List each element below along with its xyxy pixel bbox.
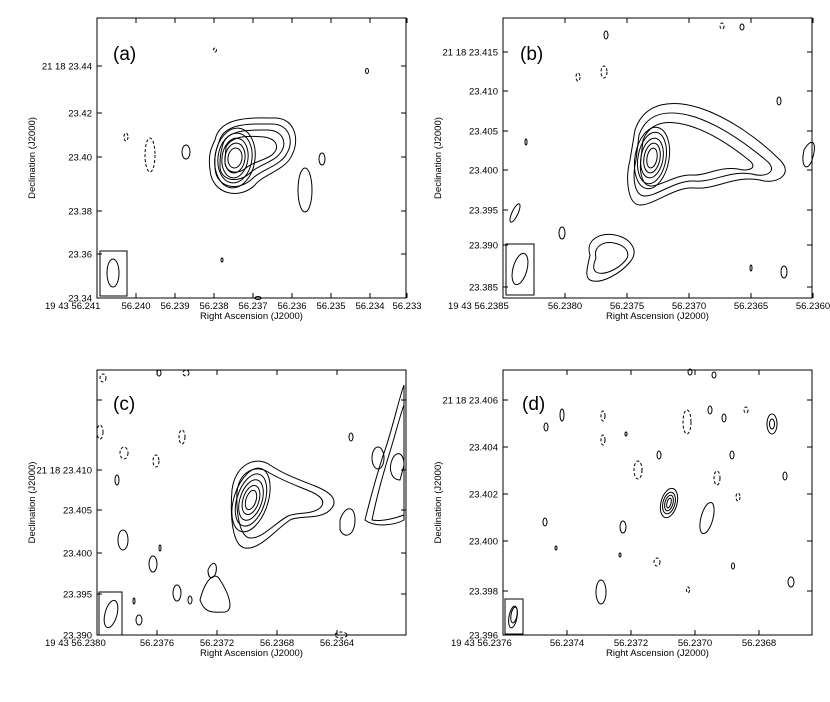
contour-map-d	[504, 368, 795, 635]
x-axis-title: Right Ascension (J2000)	[200, 311, 303, 322]
x-axis-title: Right Ascension (J2000)	[606, 648, 709, 659]
x-tick-label: 56.2376	[140, 638, 174, 649]
x-tick-label: 56.240	[121, 301, 150, 312]
contour-map-c	[96, 369, 405, 639]
contour-map-a	[99, 47, 369, 300]
y-tick-label: 23.400	[469, 166, 498, 177]
y-tick-label: 21 18 23.406	[443, 396, 498, 407]
beam-box	[99, 250, 128, 297]
x-tick-label: 56.2372	[614, 638, 648, 649]
panel-b: 19 43 56.2385 56.2380 56.2375 56.2370 56.236…	[433, 17, 830, 322]
y-tick-label: 23.395	[63, 590, 92, 601]
plot-frame	[96, 17, 407, 299]
x-tick-label: 56.239	[160, 301, 189, 312]
panel-letter: (d)	[522, 394, 545, 415]
panel-a: 19 43 56.241 56.240 56.239 56.238 56.237 56.2…	[27, 17, 422, 322]
panel-letter: (a)	[113, 44, 136, 65]
x-tick-label: 19 43 56.241	[45, 301, 100, 312]
beam-box	[504, 598, 524, 635]
y-tick-label: 23.398	[469, 587, 498, 598]
y-axis-title: Declination (J2000)	[433, 462, 444, 544]
x-tick-label: 56.2360	[796, 301, 830, 312]
x-tick-label: 19 43 56.2376	[451, 638, 512, 649]
y-axis-title: Declination (J2000)	[27, 462, 38, 544]
y-tick-label: 23.36	[68, 250, 92, 261]
x-tick-label: 19 43 56.2380	[45, 638, 106, 649]
y-tick-label: 21 18 23.415	[443, 48, 498, 59]
y-tick-label: 23.400	[469, 537, 498, 548]
panel-d: 19 43 56.2376 56.2374 56.2372 56.2370 56.236…	[433, 368, 813, 659]
x-tick-label: 56.2370	[672, 301, 706, 312]
y-tick-label: 23.38	[68, 207, 92, 218]
x-axis-title: Right Ascension (J2000)	[200, 648, 303, 659]
y-tick-label: 23.42	[68, 109, 92, 120]
contour-map-b	[505, 22, 815, 296]
beam-box	[98, 591, 123, 636]
y-tick-label: 21 18 23.410	[37, 466, 92, 477]
y-tick-label: 23.405	[63, 506, 92, 517]
x-tick-label: 56.2372	[200, 638, 234, 649]
x-tick-label: 56.237	[238, 301, 267, 312]
plot-frame	[502, 369, 813, 636]
x-tick-label: 56.2374	[550, 638, 584, 649]
beam-box	[505, 243, 535, 296]
y-tick-label: 23.385	[469, 283, 498, 294]
y-tick-label: 23.405	[469, 127, 498, 138]
y-axis-title: Declination (J2000)	[27, 117, 38, 199]
y-tick-label: 23.410	[469, 87, 498, 98]
y-tick-label: 23.396	[469, 631, 498, 642]
y-axis-title: Declination (J2000)	[433, 117, 444, 199]
x-tick-label: 56.2368	[742, 638, 776, 649]
x-tick-label: 56.2368	[260, 638, 294, 649]
y-tick-label: 23.34	[68, 294, 92, 305]
y-tick-label: 23.400	[63, 549, 92, 560]
x-tick-label: 56.2364	[320, 638, 354, 649]
panel-c: 19 43 56.2380 56.2376 56.2372 56.2368 56.236…	[27, 369, 407, 659]
x-tick-label: 56.236	[277, 301, 306, 312]
y-tick-label: 23.395	[469, 206, 498, 217]
panel-letter: (b)	[520, 44, 543, 65]
x-tick-label: 56.234	[355, 301, 384, 312]
x-tick-label: 19 43 56.2385	[448, 301, 509, 312]
y-tick-label: 23.390	[63, 631, 92, 642]
x-tick-label: 56.2375	[610, 301, 644, 312]
x-axis-title: Right Ascension (J2000)	[606, 311, 709, 322]
panel-letter: (c)	[113, 394, 135, 415]
x-tick-label: 56.238	[199, 301, 228, 312]
x-tick-label: 56.2365	[734, 301, 768, 312]
y-tick-label: 23.404	[469, 443, 498, 454]
y-tick-label: 21 18 23.44	[42, 62, 92, 73]
plot-frame	[502, 17, 813, 299]
x-tick-label: 56.235	[316, 301, 345, 312]
y-tick-label: 23.402	[469, 490, 498, 501]
x-tick-label: 56.233	[392, 301, 421, 312]
plot-frame	[96, 369, 407, 636]
y-tick-label: 23.390	[469, 241, 498, 252]
x-tick-label: 56.2370	[678, 638, 712, 649]
y-tick-label: 23.40	[68, 153, 92, 164]
x-tick-label: 56.2380	[548, 301, 582, 312]
